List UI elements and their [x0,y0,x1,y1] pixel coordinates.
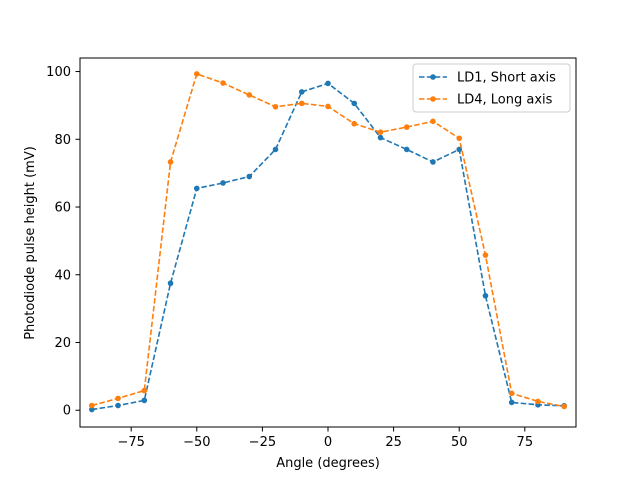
series-2-point [141,387,148,394]
y-axis-label: Photodiode pulse height (mV) [23,146,38,340]
series-2-point [535,398,541,405]
series-2-point [482,252,489,258]
legend-swatch-marker [430,74,436,80]
y-tick-label: 0 [63,404,71,419]
legend-box [412,63,571,113]
series-1-point [351,100,358,107]
ticks: −75 −50 −25 0 25 50 75 0 20 40 60 80 100 [46,65,533,450]
series-1-point [508,399,515,406]
series-2-point [456,135,463,142]
series-2-point [298,100,305,107]
legend-label: LD4, Long axis [457,93,553,108]
y-tick-label: 80 [54,133,71,148]
series-2-point [193,71,200,77]
legend-label: LD1, Short axis [457,71,556,86]
series-2-point [272,103,279,110]
y-tick-label: 60 [54,201,71,216]
x-tick-label: 75 [517,435,534,450]
legend-swatch-marker [430,96,436,102]
series-1-point [377,134,384,141]
series-2-point [561,403,567,410]
series-2-point [89,402,95,409]
series-1-point [89,406,95,413]
series-1-point [482,292,489,299]
series-1-point [193,185,200,192]
series-2-point [377,129,384,135]
series-2-point [430,118,436,125]
x-tick-label: 50 [451,435,468,450]
plot-lines [89,71,567,413]
series-1-point [220,180,226,186]
series-1-point [167,280,174,287]
y-tick-label: 40 [54,268,71,283]
series-2-point [325,103,331,110]
x-tick-label: 25 [385,435,402,450]
series-1-point [298,89,305,95]
series-2-point [167,159,174,165]
series-1-point [403,146,410,153]
series-2-point [220,80,226,86]
series-1-point [141,397,148,404]
x-tick-label: −75 [117,435,144,450]
series-2-point [115,395,121,402]
x-tick-label: −50 [183,435,210,450]
series-2-point [508,390,515,397]
series-2-point [246,92,253,98]
y-tick-label: 100 [46,65,71,80]
series-1-point [115,402,121,409]
series-1-point [246,173,253,180]
series-1-point [430,159,436,165]
x-tick-label: 0 [324,435,332,450]
y-tick-label: 20 [54,336,71,351]
series-1-point [272,146,279,153]
x-tick-label: −25 [249,435,276,450]
x-axis-label: Angle (degrees) [276,456,380,471]
series-1-point [325,80,331,87]
legend: LD1, Short axis LD4, Long axis [412,63,571,113]
series-2-point [351,120,358,127]
series-2-point [403,124,410,130]
